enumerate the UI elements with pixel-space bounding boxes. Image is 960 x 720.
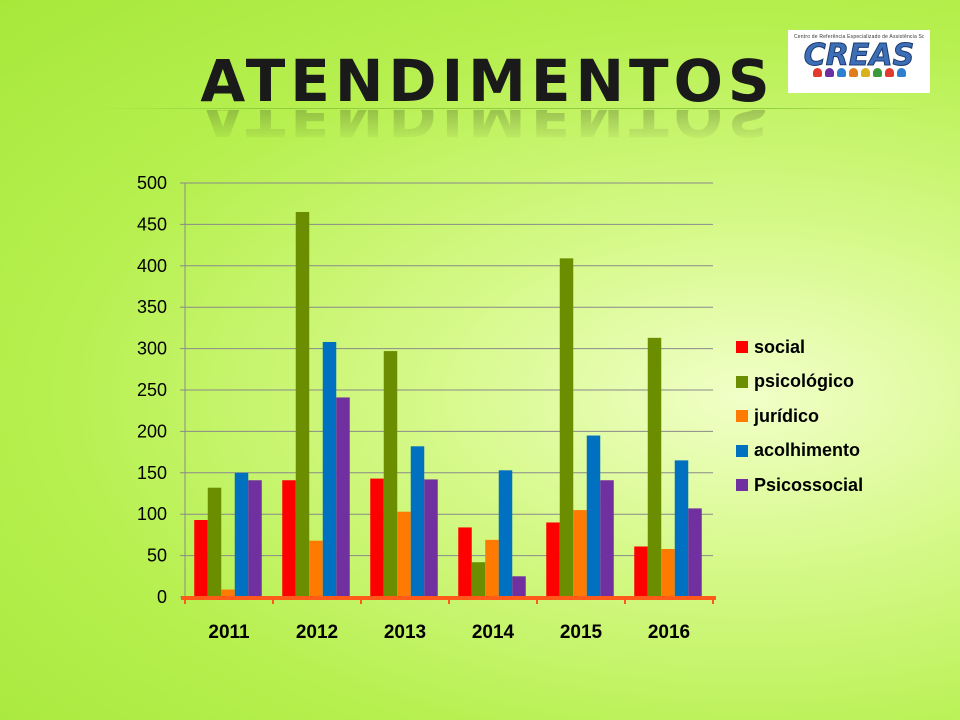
legend-item: psicológico — [736, 365, 863, 400]
bar-psicossocial — [600, 480, 614, 597]
y-tick-label: 100 — [137, 504, 167, 524]
chart-legend: social psicológico jurídico acolhimento Psic… — [736, 330, 863, 503]
logo-figure — [860, 68, 870, 77]
bar-psicossocial — [688, 508, 702, 597]
bar-acolhimento — [498, 470, 513, 597]
legend-item: social — [736, 330, 863, 365]
bar-acolhimento — [234, 472, 249, 597]
creas-logo: Centro de Referência Especializado de As… — [788, 30, 930, 93]
bar-psicológico — [471, 562, 486, 597]
logo-figure — [884, 68, 894, 77]
y-tick-label: 500 — [137, 173, 167, 193]
y-tick-label: 400 — [137, 256, 167, 276]
title-rule — [95, 108, 925, 109]
bar-social — [194, 519, 208, 597]
legend-label: acolhimento — [754, 440, 861, 461]
y-tick-label: 300 — [137, 339, 167, 359]
y-tick-label: 200 — [137, 421, 167, 441]
x-tick-label: 2014 — [472, 622, 515, 643]
legend-label: Psicossocial — [754, 474, 864, 495]
bar-social — [370, 478, 384, 597]
logo-figure — [836, 68, 846, 77]
bar-psicológico — [647, 337, 662, 597]
legend-swatch — [736, 410, 748, 423]
logo-subtitle: Centro de Referência Especializado de As… — [794, 34, 924, 40]
x-tick-label: 2016 — [648, 622, 690, 643]
bar-psicológico — [207, 487, 222, 597]
logo-wordmark: CREAS — [803, 38, 915, 73]
logo-figures — [794, 68, 924, 77]
bar-acolhimento — [586, 435, 601, 597]
bar-social — [282, 480, 296, 597]
y-tick-label: 250 — [137, 380, 167, 400]
x-tick-label: 2011 — [208, 622, 250, 643]
logo-figure — [848, 68, 858, 77]
legend-swatch — [736, 479, 748, 492]
legend-label: jurídico — [754, 405, 820, 426]
legend-item: Psicossocial — [736, 468, 863, 503]
x-tick-label: 2013 — [384, 622, 426, 643]
slide-title: ATENDIMENTOS — [200, 47, 775, 115]
legend-item: jurídico — [736, 399, 863, 434]
logo-figure — [812, 68, 822, 77]
bar-psicológico — [383, 351, 398, 597]
y-tick-label: 350 — [137, 297, 167, 317]
logo-figure — [824, 68, 834, 77]
bar-acolhimento — [674, 460, 689, 597]
bar-jurídico — [485, 539, 499, 597]
bar-jurídico — [661, 548, 675, 597]
bar-psicossocial — [336, 397, 350, 597]
legend-label: social — [754, 336, 806, 357]
legend-swatch — [736, 444, 748, 457]
bar-psicológico — [559, 258, 574, 597]
bar-jurídico — [221, 589, 235, 597]
legend-swatch — [736, 375, 748, 388]
y-tick-label: 0 — [157, 587, 167, 607]
bar-social — [634, 546, 648, 597]
legend-swatch — [736, 341, 748, 354]
y-tick-label: 450 — [137, 214, 167, 234]
bar-acolhimento — [322, 341, 337, 597]
y-tick-label: 50 — [147, 546, 167, 566]
x-tick-label: 2015 — [560, 622, 603, 643]
bar-jurídico — [397, 511, 411, 597]
bar-social — [458, 527, 472, 597]
bar-psicossocial — [424, 479, 438, 597]
bar-psicológico — [295, 211, 310, 598]
bar-social — [546, 522, 560, 597]
bar-psicossocial — [512, 576, 526, 597]
bar-jurídico — [573, 510, 587, 597]
bar-acolhimento — [410, 446, 425, 597]
bar-jurídico — [309, 540, 323, 597]
y-tick-label: 150 — [137, 463, 167, 483]
legend-item: acolhimento — [736, 434, 863, 469]
logo-figure — [872, 68, 882, 77]
legend-label: psicológico — [754, 371, 855, 392]
bar-psicossocial — [248, 480, 262, 597]
logo-figure — [896, 68, 906, 77]
x-tick-label: 2012 — [296, 622, 338, 643]
